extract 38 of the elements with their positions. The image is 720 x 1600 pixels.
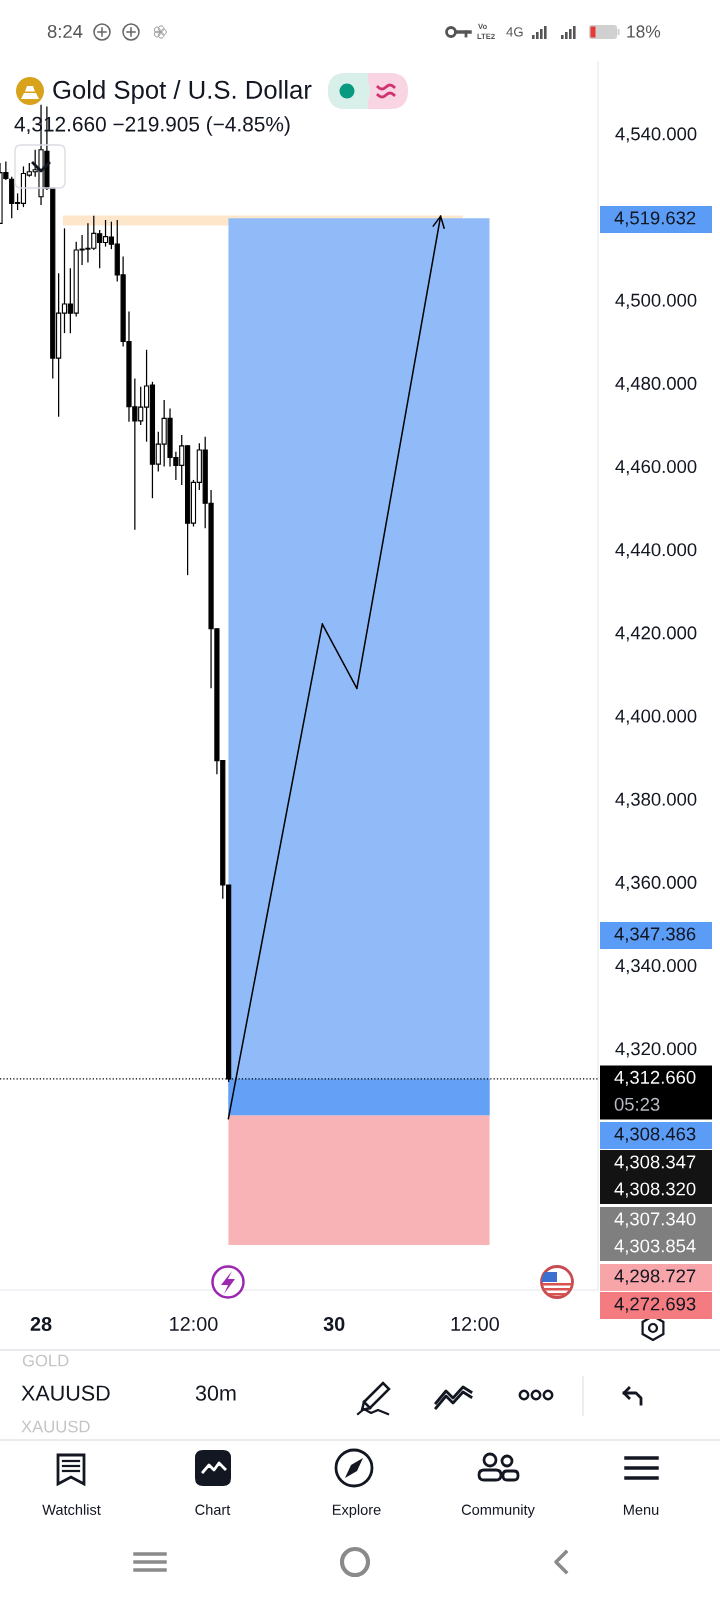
text: 4,303.854 — [614, 1239, 696, 1255]
text: 4,519.632 — [614, 211, 696, 227]
y-tick-label: 4,540.000 — [615, 127, 697, 143]
text: Menu — [623, 1504, 659, 1515]
x-tick-label: 12:00 — [170, 1316, 218, 1331]
x-tick-label: 28 — [30, 1316, 52, 1331]
y-tick-label: 4,460.000 — [615, 460, 697, 476]
x-tick-label: 30 — [323, 1316, 345, 1332]
text: 8:24 — [47, 24, 83, 38]
text: Watchlist — [42, 1504, 101, 1515]
text: XAUUSD — [21, 1385, 110, 1401]
text: 4,347.386 — [614, 927, 696, 943]
text: 4,308.320 — [614, 1182, 696, 1198]
ref-line-label: 4,312.660 05:23 — [614, 1070, 696, 1111]
text: 30m — [195, 1385, 236, 1401]
y-tick-label: 4,380.000 — [615, 792, 697, 808]
text: Explore — [332, 1504, 381, 1518]
y-tick-label: 4,340.000 — [615, 959, 697, 975]
text: XAUUSD — [21, 1420, 90, 1433]
text: Gold Spot / U.S. Dollar — [53, 80, 312, 104]
text: Chart — [195, 1504, 231, 1515]
y-tick-label: 4,360.000 — [615, 875, 697, 892]
text: 4,308.463 — [614, 1127, 696, 1143]
y-tick-label: 4,400.000 — [615, 709, 697, 725]
y-tick-label: 4,480.000 — [615, 376, 697, 393]
x-tick-label: 12:00 — [451, 1316, 499, 1331]
text: 4,307.340 — [614, 1212, 696, 1228]
text: Community — [461, 1504, 535, 1518]
text: 4,308.347 — [614, 1155, 696, 1171]
y-tick-label: 4,500.000 — [615, 293, 697, 309]
text: 4,298.727 — [614, 1269, 696, 1285]
y-tick-label: 4,320.000 — [615, 1042, 697, 1058]
y-tick-label: 4,420.000 — [615, 626, 697, 642]
y-tick-label: 4,440.000 — [615, 543, 697, 559]
text: GOLD — [22, 1354, 69, 1367]
text: 4G — [506, 27, 523, 37]
text: 18% — [627, 25, 661, 38]
text: 4,272.693 — [614, 1297, 696, 1313]
